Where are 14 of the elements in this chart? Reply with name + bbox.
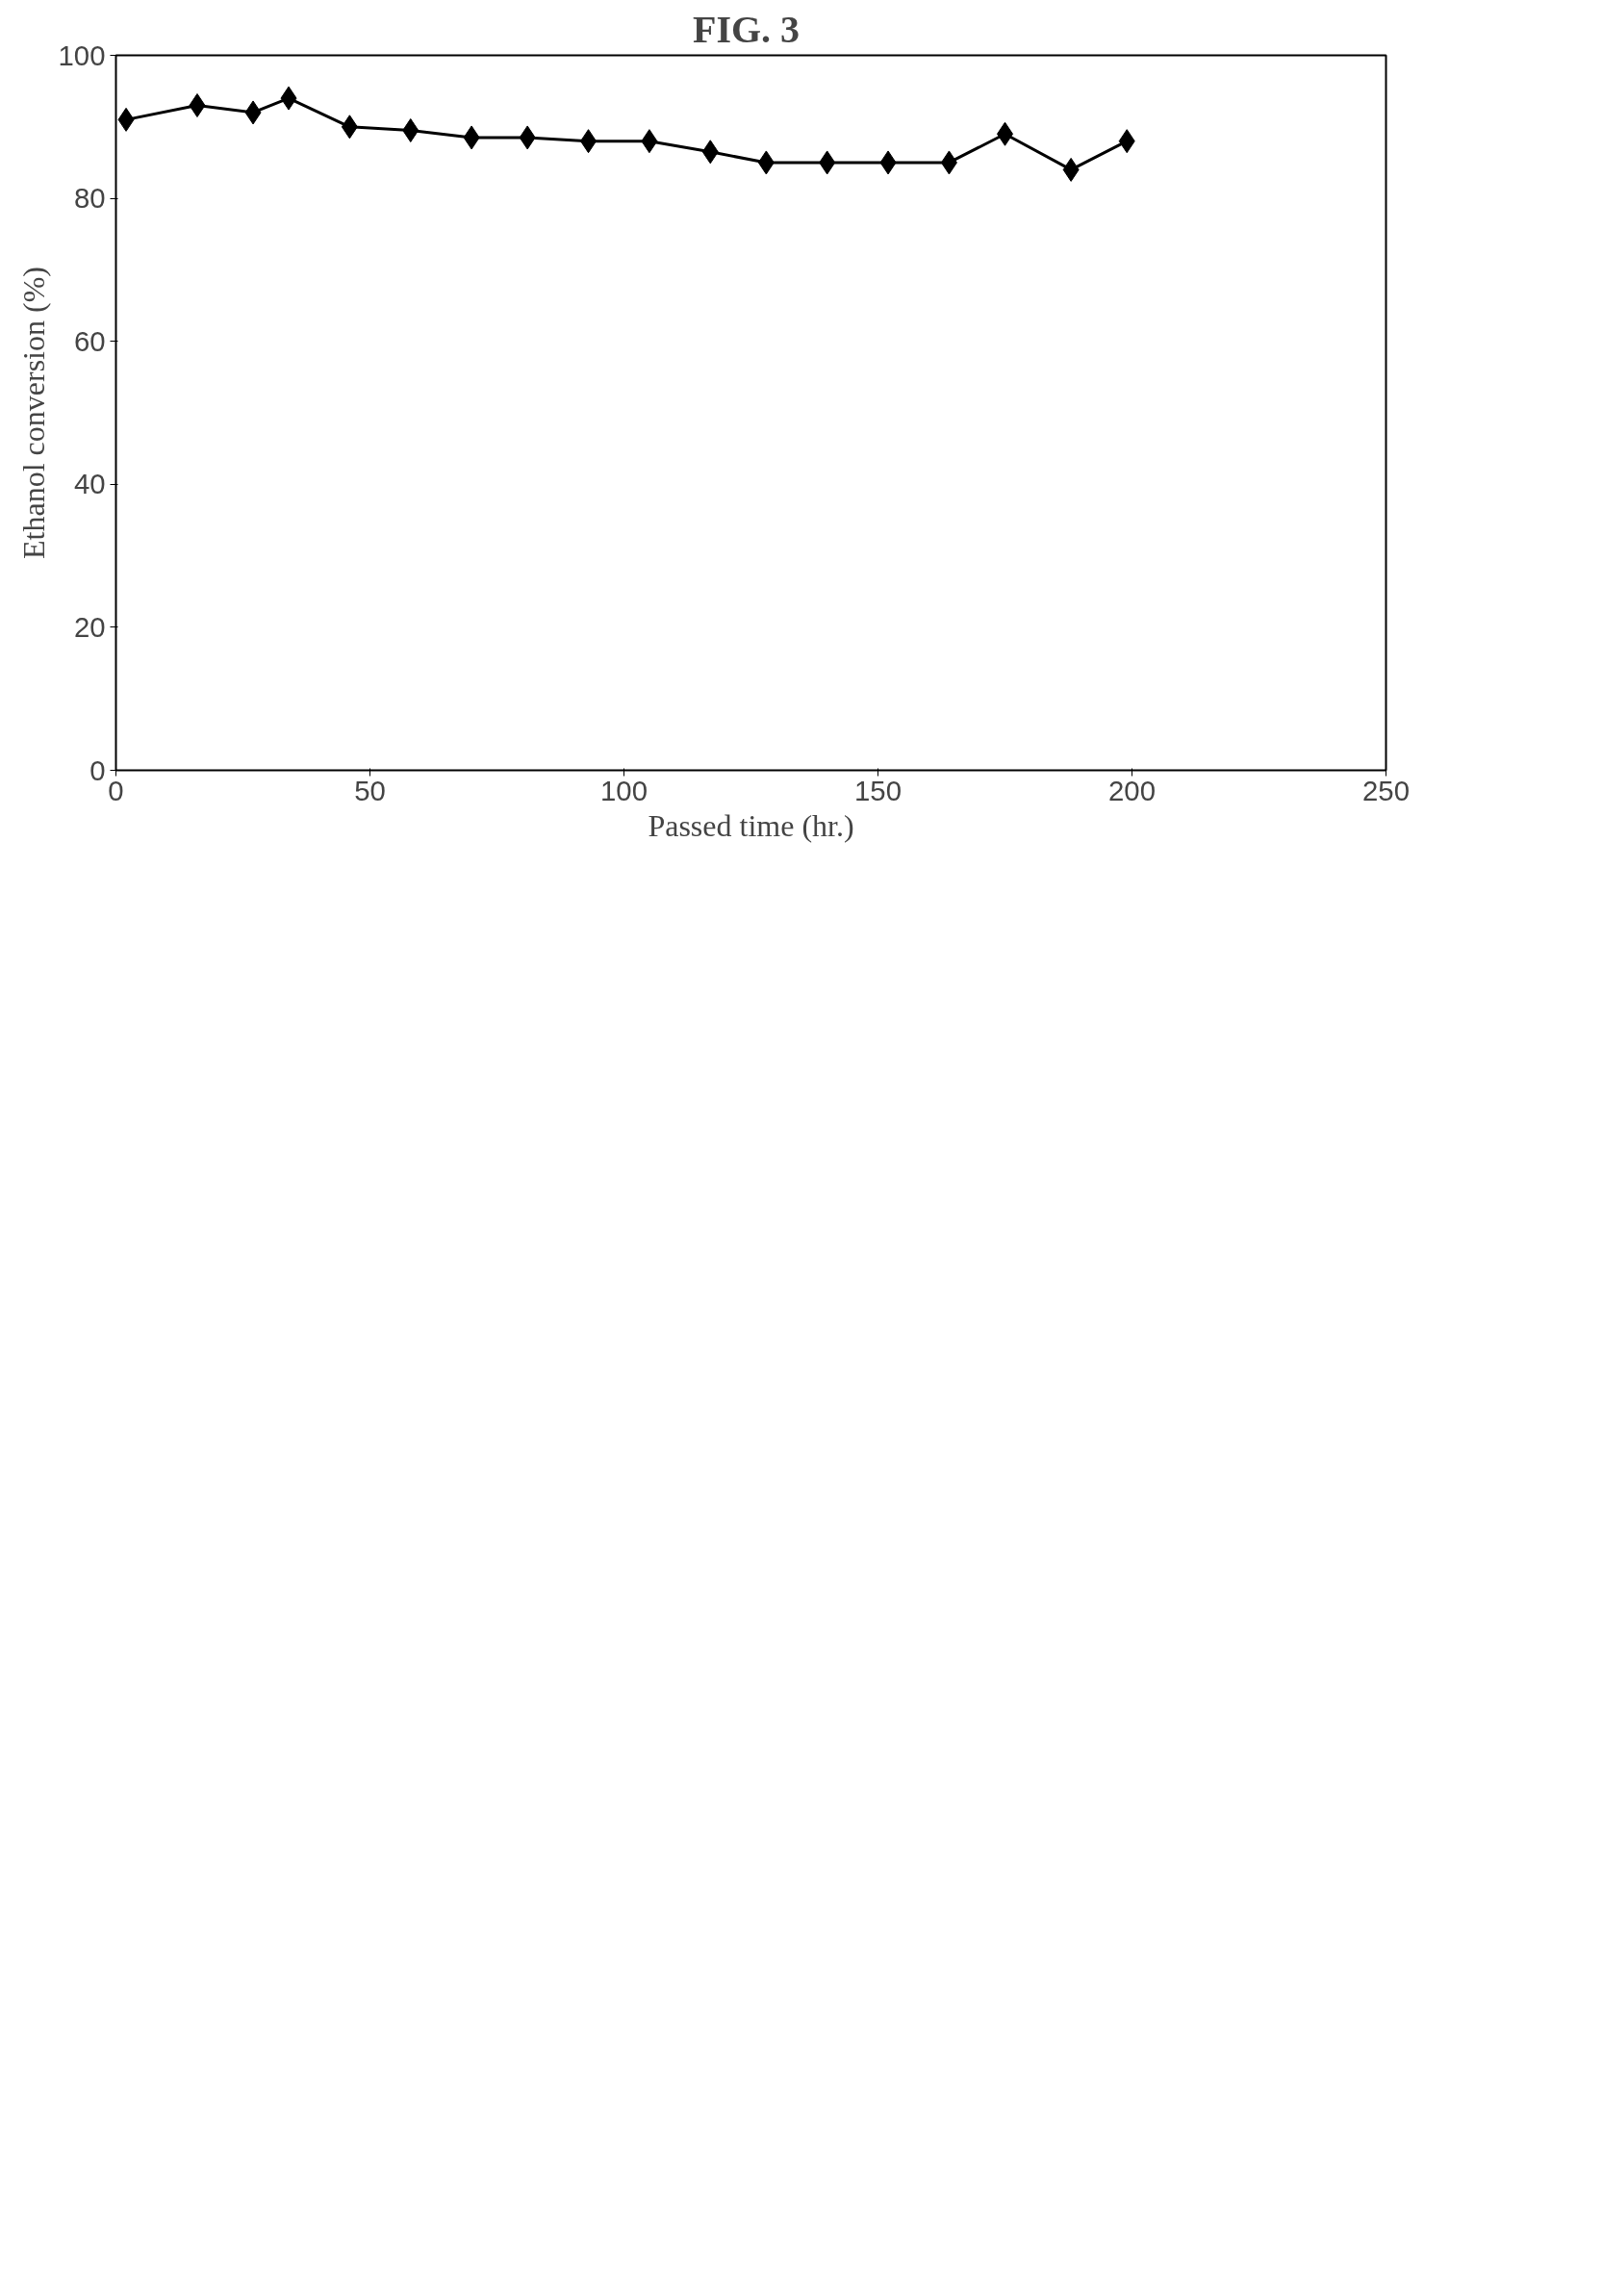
y-tick-label: 20 <box>73 610 106 643</box>
y-axis-title: Ethanol conversion (%) <box>15 267 51 559</box>
x-tick-label: 50 <box>354 774 386 806</box>
y-tick-label: 0 <box>89 753 106 786</box>
x-tick-label: 200 <box>1108 774 1156 806</box>
x-tick-label: 150 <box>854 774 902 806</box>
y-tick-label: 80 <box>73 182 106 215</box>
x-tick-label: 250 <box>1362 774 1410 806</box>
y-tick-label: 60 <box>73 324 106 357</box>
x-tick-label: 100 <box>600 774 648 806</box>
x-axis-title: Passed time (hr.) <box>648 807 854 843</box>
chart-title: FIG. 3 <box>692 7 801 51</box>
y-tick-label: 100 <box>58 38 106 71</box>
y-tick-label: 40 <box>73 468 106 500</box>
